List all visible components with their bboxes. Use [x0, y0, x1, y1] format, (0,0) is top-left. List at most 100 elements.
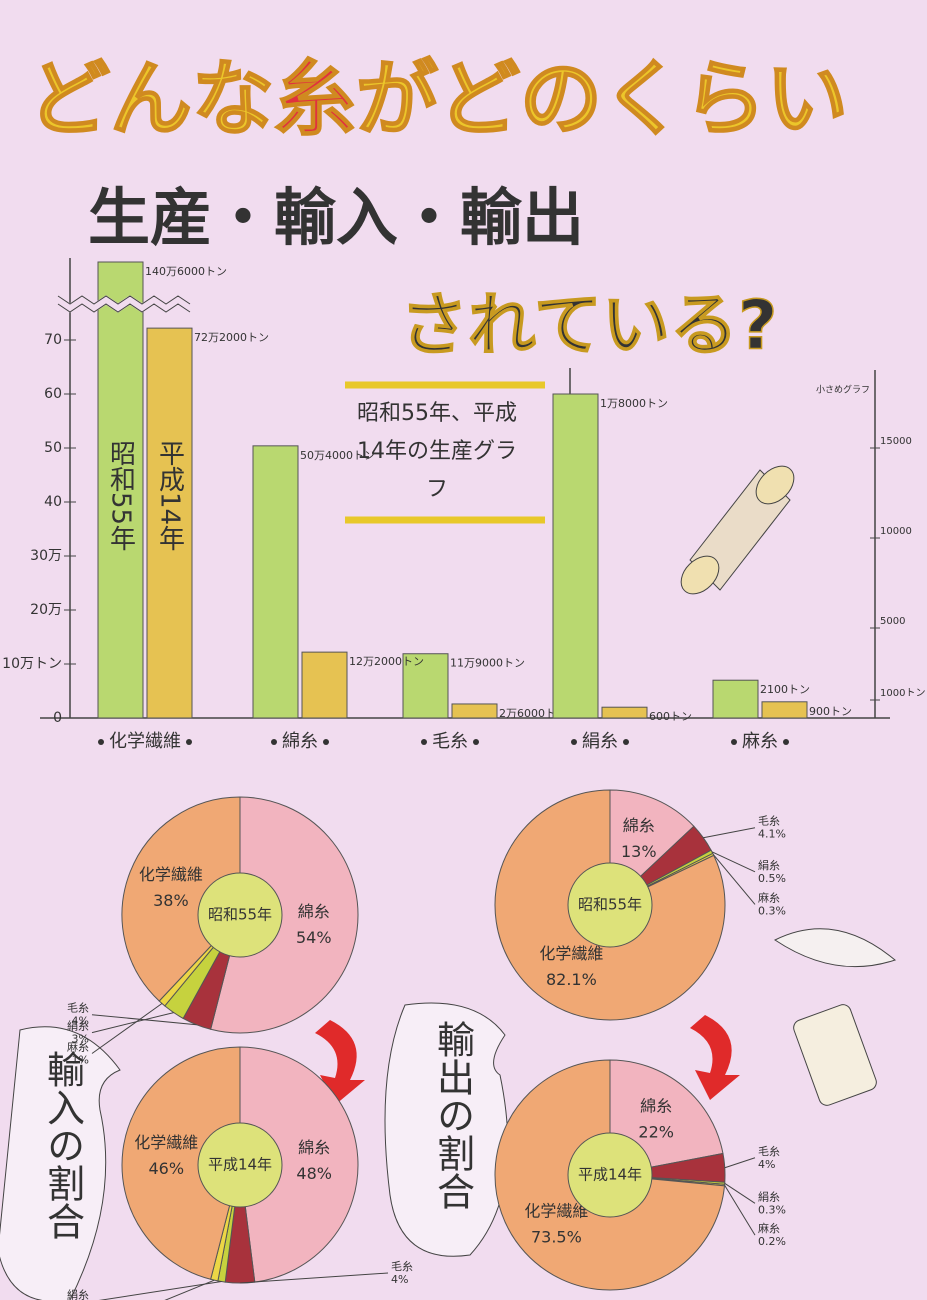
poster-subtitle: されている? — [400, 287, 777, 366]
slice-label: 綿糸 — [623, 816, 655, 835]
speech-bubble — [0, 1026, 121, 1300]
leader-line — [724, 1157, 756, 1169]
slice-value: 1% — [72, 1054, 89, 1067]
y2-tick-label: 5000 — [880, 616, 905, 627]
leader-line — [164, 1279, 215, 1300]
slice-value: 22% — [638, 1123, 674, 1142]
y2-tick-label: 10000 — [880, 526, 912, 537]
slice-value: 3% — [72, 1033, 89, 1046]
bullet — [571, 739, 577, 745]
value-label: 600トン — [649, 710, 692, 723]
value-label: 72万2000トン — [194, 331, 269, 344]
y2-tick-label: 15000 — [880, 436, 912, 447]
side-label: 輸出の割合 — [431, 1020, 475, 1210]
title-part: がどのくらい — [356, 52, 848, 147]
bar — [146, 327, 193, 719]
y2-tick-label: 1000トン — [880, 688, 925, 699]
slice-value: 38% — [153, 891, 189, 910]
slice-label: 絹糸 — [758, 1189, 780, 1203]
slice-label: 綿糸 — [640, 1097, 672, 1116]
slice-label: 毛糸 — [758, 1145, 780, 1158]
y-tick-label: 30万 — [30, 548, 62, 564]
axis-break — [57, 295, 191, 305]
slice-value: 54% — [296, 928, 332, 947]
x-tick-label: 綿糸 — [282, 731, 318, 752]
speech-bubble — [384, 1002, 509, 1257]
pie-center — [567, 1132, 653, 1218]
leader-line — [711, 851, 756, 873]
leader-line — [91, 1003, 163, 1054]
value-label: 11万9000トン — [450, 657, 525, 670]
slice-label: 綿糸 — [298, 902, 330, 921]
slice-value: 0.3% — [758, 904, 786, 917]
y-tick-label: 50 — [44, 440, 62, 456]
series-label: 平成14年 — [155, 440, 185, 551]
spool — [680, 465, 795, 595]
slice-label: 絹糸 — [67, 1019, 89, 1033]
x-tick-label: 毛糸 — [432, 731, 468, 752]
bullet — [783, 739, 789, 745]
slice-value: 4% — [391, 1273, 408, 1286]
axis-break — [55, 295, 193, 313]
axis-break — [57, 303, 191, 313]
axis-title: 小さめグラフ — [816, 384, 870, 396]
pie-title: 昭和55年 — [208, 906, 272, 924]
value-label: 50万4000トン — [300, 449, 375, 462]
slice-label: 麻糸 — [758, 1221, 780, 1235]
y-tick-label: 20万 — [30, 602, 62, 618]
series-label: 昭和55年 — [106, 440, 136, 551]
bar — [301, 651, 348, 719]
arrow — [690, 1015, 740, 1100]
pie-slice — [121, 796, 241, 1002]
bullet — [421, 739, 427, 745]
bar — [761, 701, 808, 719]
bar — [97, 261, 144, 719]
bar — [601, 706, 648, 719]
bullet — [186, 739, 192, 745]
slice-label: 化学繊維 — [524, 1201, 588, 1220]
value-label: 2万6000トン — [499, 707, 567, 720]
slice-label: 綿糸 — [298, 1138, 330, 1157]
value-label: 140万6000トン — [145, 265, 227, 278]
slice-label: 絹糸 — [67, 1288, 89, 1300]
bullet — [473, 739, 479, 745]
slice-label: 絹糸 — [758, 858, 780, 872]
value-label: 2100トン — [760, 683, 810, 696]
bullet — [98, 739, 104, 745]
slice-label: 麻糸 — [67, 1040, 89, 1054]
slice-label: 毛糸 — [758, 815, 780, 828]
leader-line — [239, 1272, 389, 1284]
pie-center — [197, 1122, 283, 1208]
bullet — [731, 739, 737, 745]
y-tick-label: 60 — [44, 386, 62, 402]
slice-value: 48% — [296, 1164, 332, 1183]
bullet — [623, 739, 629, 745]
slice-value: 46% — [148, 1159, 184, 1178]
pie-center — [567, 862, 653, 948]
value-label: 12万2000トン — [349, 655, 424, 668]
pie-slice — [121, 1046, 241, 1280]
x-tick-label: 絹糸 — [582, 731, 618, 752]
value-label: 900トン — [809, 705, 852, 718]
pie-title: 平成14年 — [208, 1156, 272, 1174]
leader-line — [703, 827, 756, 839]
x-tick-label: 化学繊維 — [109, 731, 181, 752]
slice-value: 0.5% — [758, 872, 786, 885]
value-label: 1万8000トン — [600, 397, 668, 410]
leader-line — [724, 1182, 756, 1204]
pie-title: 平成14年 — [578, 1166, 642, 1184]
y-tick-label: 70 — [44, 332, 62, 348]
pie-slice — [239, 1046, 359, 1283]
slice-label: 化学繊維 — [139, 865, 203, 884]
leader-line — [724, 1184, 756, 1236]
leader-line — [712, 854, 756, 905]
chart-title: 昭和55年、平成14年の生産グラフ — [357, 401, 517, 502]
y-tick-label: 40 — [44, 494, 62, 510]
pie-title: 昭和55年 — [578, 896, 642, 914]
bar — [402, 653, 449, 719]
leader-line — [98, 1281, 222, 1300]
slice-value: 73.5% — [531, 1227, 582, 1246]
bar — [712, 679, 759, 719]
pie-center — [197, 872, 283, 958]
